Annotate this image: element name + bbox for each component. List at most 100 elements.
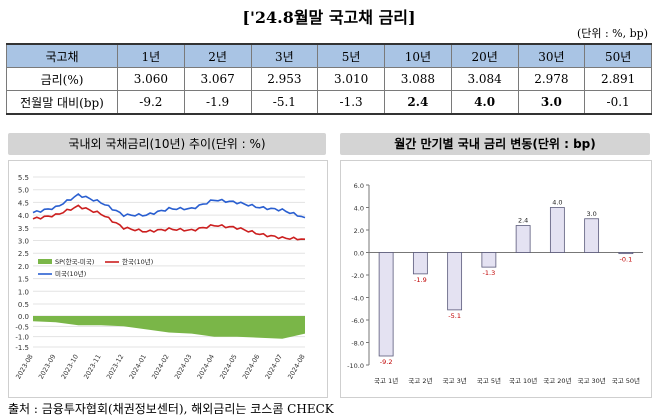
- left-panel-title: 국내외 국채금리(10년) 추이(단위 : %): [8, 133, 326, 155]
- y-tick-label: -1.5: [15, 344, 29, 352]
- series-area-spread: [33, 316, 305, 339]
- data-label: -9.2: [380, 358, 393, 366]
- x-tick-label: 2024-07: [264, 353, 285, 381]
- x-tick-label: 국고 1년: [374, 376, 398, 385]
- column-header: 50년: [584, 43, 652, 68]
- data-label: -1.3: [483, 269, 496, 277]
- series-line-kr: [32, 204, 306, 241]
- row-label: 금리(%): [6, 67, 118, 91]
- x-tick-label: 2024-04: [196, 353, 217, 381]
- table-cell: 2.4: [384, 90, 452, 115]
- x-tick-label: 2024-03: [173, 353, 194, 381]
- bar: [549, 207, 565, 253]
- table-cell: -0.1: [584, 90, 652, 115]
- y-tick-label: -10.0: [347, 362, 364, 370]
- bar-chart-panel: 6.0 4.0 2.0 0.0 -2.0 -4.0 -6.0 -8.0 -10.0 -9.2 국고 …: [340, 160, 652, 398]
- y-tick-label: 1.5: [18, 276, 29, 284]
- bar: [618, 252, 634, 255]
- row-label: 전월말 대비(bp): [6, 90, 118, 115]
- y-tick-label: -0.5: [15, 323, 29, 331]
- y-tick-label: 4.5: [18, 199, 29, 207]
- table-cell: 2.953: [250, 67, 319, 91]
- bar: [481, 252, 497, 268]
- column-header: 2년: [183, 43, 252, 68]
- legend-label: 미국(10년): [55, 269, 86, 278]
- unit-label: (단위 : %, bp): [576, 27, 648, 40]
- data-label: 2.4: [518, 217, 528, 225]
- x-tick-label: 국고 30년: [577, 376, 605, 385]
- table-cell: 2.891: [584, 67, 652, 91]
- table-cell: 2.978: [517, 67, 586, 91]
- table-row: 금리(%) 3.060 3.067 2.953 3.010 3.088 3.08…: [6, 67, 652, 91]
- table-row: 전월말 대비(bp) -9.2 -1.9 -5.1 -1.3 2.4 4.0 3…: [6, 90, 652, 115]
- bar: [515, 225, 531, 253]
- column-header: 3년: [250, 43, 319, 68]
- y-tick-label: -8.0: [351, 340, 364, 348]
- y-tick-label: -2.0: [351, 272, 364, 280]
- line-chart-panel: 5.5 5.0 4.5 4.0 3.5 3.0 2.5 2.0 1.5 1.0 0.5 0.0 -0.5…: [8, 160, 328, 398]
- y-tick-label: -4.0: [351, 295, 364, 303]
- table-cell: 3.084: [450, 67, 519, 91]
- table-cell: 3.010: [317, 67, 385, 91]
- data-label: 3.0: [586, 210, 596, 218]
- table-cell: -9.2: [117, 90, 185, 115]
- column-header: 5년: [317, 43, 385, 68]
- table-cell: 3.067: [183, 67, 252, 91]
- data-label: -5.1: [448, 312, 461, 320]
- bar-chart: 6.0 4.0 2.0 0.0 -2.0 -4.0 -6.0 -8.0 -10.0 -9.2 국고 …: [347, 182, 643, 385]
- y-tick-label: 5.5: [18, 174, 29, 182]
- table-cell: -1.3: [317, 90, 385, 115]
- y-tick-label: 0.0: [18, 313, 29, 321]
- rate-table: 국고채 1년 2년 3년 5년 10년 20년 30년 50년 금리(%) 3.…: [6, 43, 652, 115]
- table-cell: 4.0: [450, 90, 519, 115]
- table-cell: 3.060: [117, 67, 185, 91]
- y-tick-label: 2.0: [354, 227, 364, 235]
- x-tick-label: 2023-08: [14, 353, 35, 381]
- y-tick-label: 5.0: [18, 187, 29, 195]
- bar: [584, 218, 600, 253]
- y-tick-label: 2.0: [18, 263, 29, 271]
- y-tick-label: 3.0: [18, 238, 29, 246]
- data-label: 4.0: [552, 199, 562, 207]
- bar: [412, 252, 428, 275]
- y-tick-label: -6.0: [351, 317, 364, 325]
- table-cell: 3.088: [384, 67, 452, 91]
- legend-label: SP(한국-미국): [55, 257, 94, 266]
- x-tick-label: 국고 5년: [477, 376, 501, 385]
- y-tick-label: 3.5: [18, 225, 29, 233]
- x-tick-label: 2024-01: [128, 353, 149, 381]
- legend-label: 한국(10년): [122, 257, 153, 266]
- data-label: -1.9: [414, 276, 427, 284]
- x-tick-label: 국고 2년: [408, 376, 432, 385]
- table-cell: 3.0: [517, 90, 586, 115]
- x-tick-label: 국고 50년: [612, 376, 640, 385]
- y-tick-label: 0.5: [18, 301, 29, 309]
- y-tick-label: -1.0: [15, 334, 29, 342]
- source-note: 출처 : 금융투자협회(채권정보센터), 해외금리는 코스콤 CHECK: [8, 402, 334, 416]
- table-cell: -5.1: [250, 90, 319, 115]
- column-header: 1년: [117, 43, 185, 68]
- x-tick-label: 국고 10년: [509, 376, 537, 385]
- bar: [378, 252, 394, 357]
- x-tick-label: 국고 20년: [543, 376, 571, 385]
- x-tick-label: 2024-02: [150, 353, 171, 381]
- y-tick-label: 4.0: [354, 205, 364, 213]
- x-tick-label: 2023-09: [37, 353, 58, 381]
- x-tick-label: 2024-06: [241, 353, 262, 381]
- bar: [447, 252, 463, 311]
- y-tick-label: 4.0: [18, 212, 29, 220]
- x-tick-label: 2023-10: [60, 353, 81, 381]
- page-title: ['24.8월말 국고채 금리]: [242, 8, 416, 27]
- x-tick-label: 2024-08: [286, 353, 307, 381]
- table-cell: -1.9: [183, 90, 252, 115]
- data-label: -0.1: [620, 256, 633, 264]
- series-line-us: [32, 192, 306, 219]
- y-tick-label: 6.0: [354, 182, 364, 190]
- right-panel-title: 월간 만기별 국내 금리 변동(단위 : bp): [340, 133, 650, 155]
- table-corner: 국고채: [6, 43, 118, 68]
- y-tick-label: 0.0: [354, 250, 364, 258]
- y-tick-label: 2.5: [18, 250, 29, 258]
- x-tick-label: 2023-12: [105, 353, 126, 381]
- column-header: 20년: [450, 43, 519, 68]
- column-header: 30년: [517, 43, 586, 68]
